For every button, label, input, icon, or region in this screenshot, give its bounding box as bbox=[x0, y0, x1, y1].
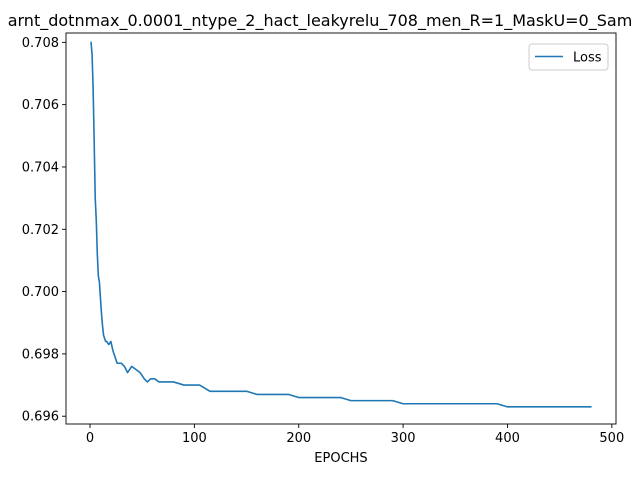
x-tick-label: 0 bbox=[86, 431, 94, 446]
x-tick-label: 300 bbox=[391, 431, 416, 446]
y-tick-label: 0.702 bbox=[22, 223, 59, 238]
y-tick-label: 0.708 bbox=[22, 36, 59, 51]
y-tick-label: 0.698 bbox=[22, 347, 59, 362]
x-tick-label: 100 bbox=[182, 431, 207, 446]
x-tick-label: 200 bbox=[286, 431, 311, 446]
y-tick-label: 0.700 bbox=[22, 285, 59, 300]
y-tick-label: 0.696 bbox=[22, 410, 59, 425]
y-tick-label: 0.704 bbox=[22, 160, 59, 175]
legend-label-loss: Loss bbox=[573, 51, 602, 66]
x-tick-label: 400 bbox=[495, 431, 520, 446]
y-axis: 0.696 0.698 0.700 0.702 0.704 0.706 0.708 bbox=[22, 36, 66, 425]
x-tick-label: 500 bbox=[599, 431, 624, 446]
series-line-loss bbox=[90, 41, 592, 408]
axes-frame bbox=[65, 32, 617, 425]
legend: Loss bbox=[528, 43, 609, 71]
chart-title: arnt_dotnmax_0.0001_ntype_2_hact_leakyre… bbox=[8, 11, 633, 31]
x-axis: 0 100 200 300 400 500 bbox=[86, 424, 624, 446]
plot-area bbox=[90, 41, 592, 408]
y-tick-label: 0.706 bbox=[22, 98, 59, 113]
legend-box bbox=[528, 43, 609, 71]
x-axis-title: EPOCHS bbox=[314, 451, 367, 466]
